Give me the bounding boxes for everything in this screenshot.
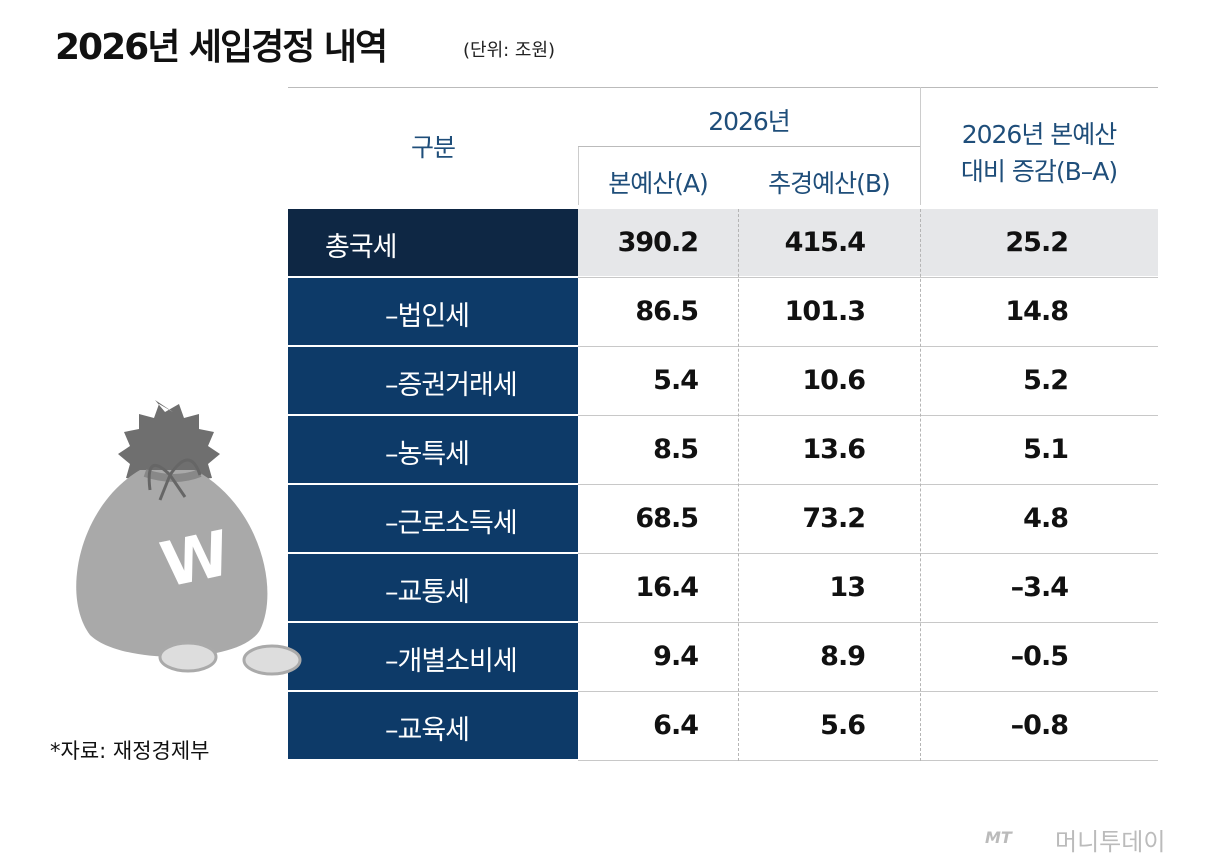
rule xyxy=(288,87,1158,88)
header-diff: 2026년 본예산 xyxy=(961,120,1118,149)
label-cell xyxy=(288,347,578,414)
cell-value: 5.1 xyxy=(1023,434,1069,465)
row-label: –교육세 xyxy=(385,715,470,746)
unit: (단위: 조원) xyxy=(463,40,556,61)
column-divider xyxy=(738,209,739,761)
cell-value: 25.2 xyxy=(1005,227,1069,258)
cell-value: 8.5 xyxy=(653,434,699,465)
cell-value: 14.8 xyxy=(1005,296,1069,327)
header-year: 2026년 xyxy=(708,107,791,136)
row-label: –교통세 xyxy=(385,577,470,608)
cell-value: 4.8 xyxy=(1023,503,1069,534)
header-diff: 대비 증감(B–A) xyxy=(960,157,1118,186)
row-rule xyxy=(578,415,1158,416)
cell-value: 5.2 xyxy=(1023,365,1069,396)
row-rule xyxy=(578,277,1158,278)
row-rule xyxy=(578,760,1158,761)
row-label: –농특세 xyxy=(385,439,470,470)
rule xyxy=(578,146,920,147)
row-rule xyxy=(578,484,1158,485)
cell-value: 16.4 xyxy=(635,572,699,603)
cell-value: –3.4 xyxy=(1010,572,1069,603)
cell-value: 390.2 xyxy=(617,227,699,258)
header-label: 구분 xyxy=(410,133,456,162)
label-cell xyxy=(288,554,578,621)
cell-value: 8.9 xyxy=(820,641,866,672)
label-cell xyxy=(288,416,578,483)
cell-value: 73.2 xyxy=(802,503,866,534)
row-rule xyxy=(578,691,1158,692)
cell-value: 10.6 xyxy=(802,365,866,396)
source: *자료: 재정경제부 xyxy=(50,739,210,763)
label-cell xyxy=(288,485,578,552)
money-bag-icon: W xyxy=(76,400,302,676)
row-rule xyxy=(578,622,1158,623)
cell-value: –0.8 xyxy=(1010,710,1069,741)
cell-value: 13 xyxy=(829,572,866,603)
column-divider xyxy=(920,209,921,761)
title: 2026년 세입경정 내역 xyxy=(55,27,388,68)
label-cell xyxy=(288,692,578,759)
row-label: 총국세 xyxy=(325,232,398,263)
cell-value: 415.4 xyxy=(784,227,866,258)
row-label: –증권거래세 xyxy=(385,370,518,401)
cell-value: 101.3 xyxy=(784,296,866,327)
cell-value: 5.6 xyxy=(820,710,866,741)
svg-text:W: W xyxy=(154,516,236,602)
cell-value: 9.4 xyxy=(653,641,699,672)
row-label: –근로소득세 xyxy=(385,508,518,539)
cell-value: –0.5 xyxy=(1010,641,1069,672)
label-cell xyxy=(288,623,578,690)
brand: 머니투데이 xyxy=(1055,828,1166,856)
cell-value: 5.4 xyxy=(653,365,699,396)
cell-value: 13.6 xyxy=(802,434,866,465)
cell-value: 68.5 xyxy=(635,503,699,534)
label-cell xyxy=(288,278,578,345)
row-label: –법인세 xyxy=(385,301,470,332)
row-label: –개별소비세 xyxy=(385,646,518,677)
label-cell xyxy=(288,209,578,276)
rule xyxy=(578,147,579,205)
cell-value: 86.5 xyxy=(635,296,699,327)
header-b: 추경예산(B) xyxy=(768,169,891,198)
rule xyxy=(920,87,921,205)
row-rule xyxy=(578,346,1158,347)
logo: MT xyxy=(985,828,1012,847)
total-bg xyxy=(578,209,1158,276)
header-a: 본예산(A) xyxy=(608,169,709,198)
cell-value: 6.4 xyxy=(653,710,699,741)
row-rule xyxy=(578,553,1158,554)
